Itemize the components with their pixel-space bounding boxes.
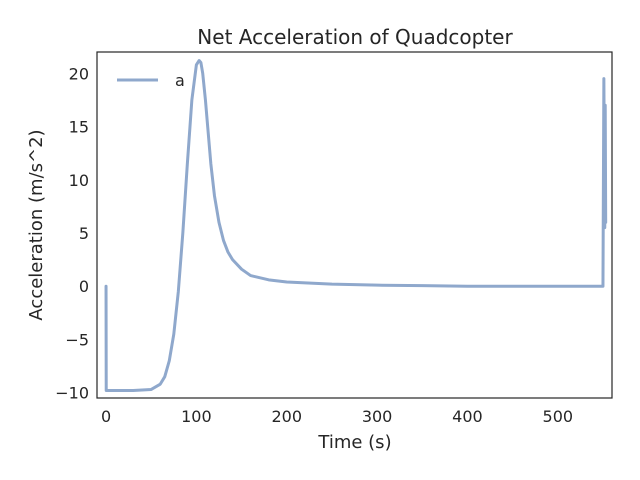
chart-title: Net Acceleration of Quadcopter [197,25,513,49]
plot-area [96,51,613,399]
y-axis-ticks: −10 −5 0 5 10 15 20 [55,64,89,402]
x-tick-label: 300 [362,407,393,426]
y-axis-label: Acceleration (m/s^2) [26,129,47,320]
y-tick-label: 0 [79,277,89,296]
y-tick-label: 10 [69,171,89,190]
y-tick-label: 20 [69,64,89,83]
legend: a [117,71,185,90]
x-tick-label: 200 [271,407,302,426]
series-line-a [104,59,608,393]
y-tick-label: −5 [65,330,89,349]
y-tick-label: 5 [79,224,89,243]
x-tick-label: 400 [452,407,483,426]
x-axis-ticks: 0 100 200 300 400 500 [101,407,573,426]
y-tick-label: 15 [69,118,89,137]
y-tick-label: −10 [55,384,89,403]
x-tick-label: 500 [543,407,574,426]
x-axis-label: Time (s) [317,432,391,453]
x-tick-label: 100 [181,407,212,426]
legend-label-a: a [175,71,185,90]
x-tick-label: 0 [101,407,111,426]
